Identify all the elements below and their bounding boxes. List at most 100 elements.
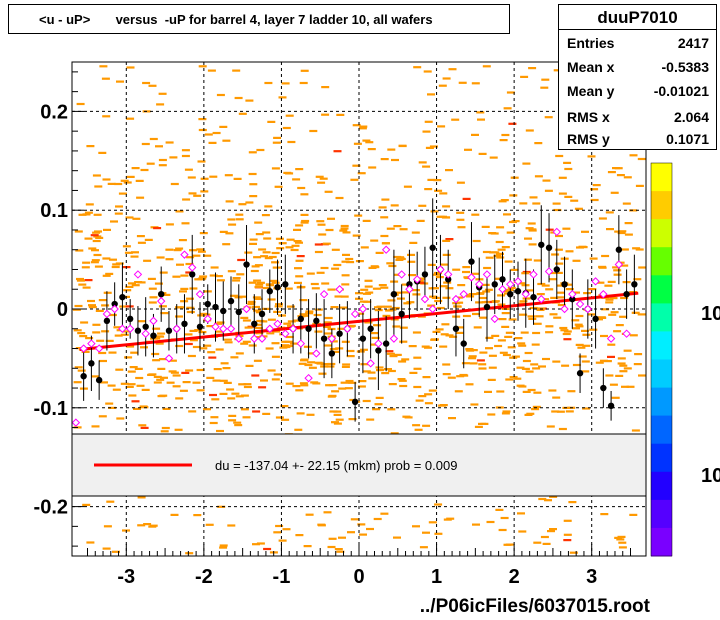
histogram-cell (209, 393, 217, 397)
histogram-cell (135, 179, 144, 182)
profile-point-open (133, 270, 143, 279)
profile-point-open (599, 289, 608, 299)
histogram-cell (149, 296, 158, 299)
histogram-cell (609, 297, 618, 300)
histogram-cell (152, 337, 161, 340)
histogram-cell (608, 313, 617, 316)
histogram-cell (344, 387, 353, 390)
profile-point-filled (468, 258, 475, 265)
histogram-cell (564, 195, 573, 198)
histogram-cell (131, 400, 140, 403)
histogram-cell (275, 524, 284, 528)
histogram-cell (491, 251, 500, 254)
histogram-cell (200, 190, 209, 193)
histogram-cell (77, 369, 86, 372)
profile-point-filled (88, 360, 95, 367)
histogram-cell (130, 255, 139, 258)
histogram-cell (197, 160, 206, 163)
histogram-cell (159, 271, 168, 274)
histogram-cell (315, 175, 324, 178)
histogram-cell (500, 199, 509, 202)
histogram-cell (272, 141, 281, 144)
histogram-cell (127, 383, 136, 386)
histogram-cell (85, 203, 94, 206)
histogram-cell (568, 501, 577, 504)
histogram-cell (75, 249, 84, 252)
histogram-cell (527, 388, 536, 392)
histogram-cell (423, 70, 432, 73)
profile-point-open (327, 334, 337, 343)
histogram-cell (620, 248, 629, 251)
histogram-cell (501, 412, 510, 415)
histogram-cell (442, 373, 451, 376)
profile-point-filled (235, 308, 242, 316)
profile-point-open (250, 334, 259, 343)
profile-point-open (164, 354, 174, 363)
histogram-cell (264, 205, 273, 208)
histogram-cell (237, 258, 246, 262)
histogram-cell (592, 184, 601, 187)
profile-point-open (544, 267, 554, 276)
histogram-cell (574, 323, 583, 326)
histogram-cell (474, 425, 483, 428)
histogram-cell (196, 368, 205, 372)
histogram-cell (605, 301, 614, 304)
histogram-cell (422, 531, 430, 534)
histogram-cell (346, 355, 355, 358)
histogram-cell (350, 178, 359, 181)
histogram-cell (502, 410, 511, 413)
histogram-cell (208, 356, 217, 359)
profile-point-open (443, 270, 453, 279)
profile-point-open (195, 289, 205, 299)
histogram-cell (532, 405, 541, 408)
histogram-cell (210, 266, 219, 269)
histogram-cell (397, 378, 406, 381)
histogram-cell (378, 284, 387, 287)
histogram-cell (294, 281, 302, 284)
histogram-cell (238, 295, 247, 298)
histogram-cell (324, 190, 333, 193)
histogram-cell (244, 326, 253, 329)
histogram-cell (635, 184, 644, 187)
histogram-cell (513, 377, 522, 380)
histogram-cell (207, 351, 216, 354)
histogram-cell (601, 308, 610, 311)
profile-point-open (428, 304, 437, 314)
profile-point-open (436, 265, 445, 274)
histogram-cell (333, 150, 342, 153)
histogram-cell (256, 542, 265, 545)
histogram-cell (418, 161, 427, 164)
histogram-cell (607, 355, 615, 358)
profile-point-filled (282, 281, 289, 288)
histogram-cell (88, 306, 97, 309)
histogram-cell (102, 274, 111, 277)
histogram-cell (416, 219, 425, 222)
histogram-cell (297, 285, 306, 289)
histogram-cell (328, 394, 337, 397)
histogram-cell (478, 363, 487, 366)
profile-point-filled (390, 290, 398, 298)
histogram-cell (532, 331, 541, 335)
profile-point-open (358, 304, 368, 314)
histogram-cell (465, 348, 474, 351)
histogram-cell (565, 410, 574, 413)
histogram-cell (310, 282, 319, 286)
histogram-cell (574, 207, 583, 210)
profile-point-open (296, 339, 306, 348)
histogram-cell (290, 248, 299, 252)
histogram-cell (227, 524, 236, 527)
histogram-cell (583, 292, 592, 295)
histogram-cell (267, 298, 276, 301)
histogram-cell (367, 371, 376, 374)
histogram-cell (253, 279, 262, 282)
histogram-cell (368, 166, 377, 169)
histogram-cell (299, 81, 308, 85)
histogram-cell (317, 181, 326, 184)
histogram-cell (219, 230, 228, 233)
histogram-cell (204, 133, 213, 136)
profile-point-filled (351, 398, 359, 406)
histogram-cell (415, 399, 424, 402)
profile-point-open (397, 270, 406, 279)
histogram-cell (551, 410, 560, 413)
histogram-cell (412, 331, 421, 334)
